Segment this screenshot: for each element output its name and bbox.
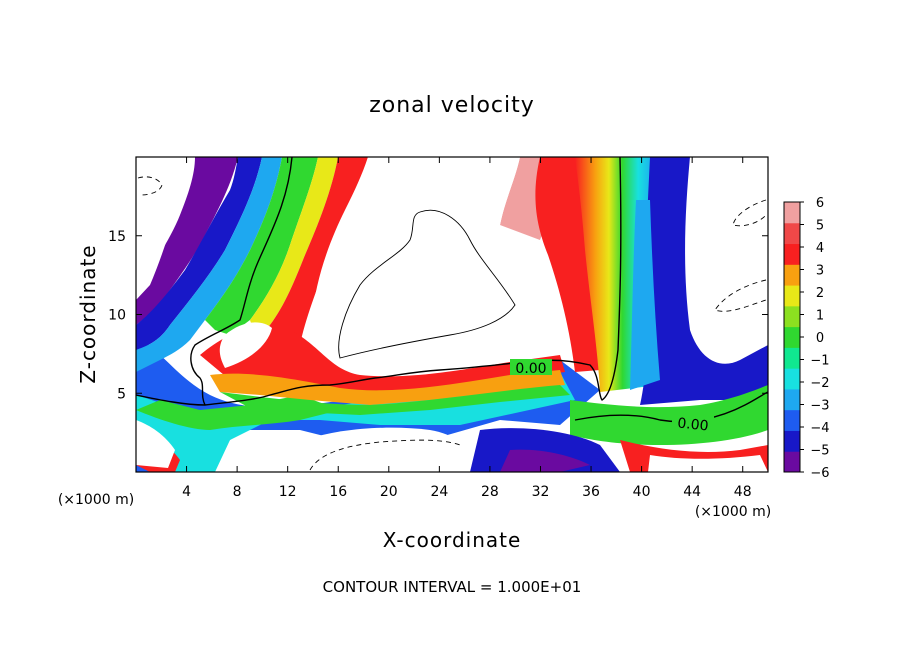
- colorbar-tick-label: −4: [810, 421, 829, 436]
- y-tick-label: 5: [117, 386, 126, 402]
- x-tick-label: 28: [481, 484, 499, 500]
- colorbar-segment: [784, 264, 800, 286]
- contour-label-1: 0.00: [515, 361, 546, 377]
- colorbar-tick-label: −5: [810, 444, 829, 459]
- colorbar-segment: [784, 326, 800, 348]
- contour-interval-note: CONTOUR INTERVAL = 1.000E+01: [323, 578, 582, 596]
- contour-labels: 0.00 0.00: [510, 359, 714, 435]
- colorbar-tick-label: 5: [816, 219, 824, 234]
- y-tick-label: 15: [108, 229, 126, 245]
- x-tick-label: 40: [633, 484, 651, 500]
- colorbar-tick-label: 4: [816, 241, 824, 256]
- colorbar: 6 5 4 3 2 1 0 −1 −2 −3 −4 −5 −6: [783, 196, 830, 481]
- y-tick-label: 10: [108, 308, 126, 324]
- x-axis-ticks: 4 8 12 16 20 24 28 32 36 40 44 48: [182, 157, 752, 500]
- colorbar-segment: [784, 285, 800, 307]
- top-right-white: [689, 157, 768, 352]
- upper-white-region: [312, 157, 548, 363]
- colorbar-segment: [784, 409, 800, 431]
- mid-band-red: [200, 326, 565, 392]
- dashed-contour-right: [714, 279, 767, 312]
- colorbar-tick-label: 2: [816, 286, 824, 301]
- colorbar-segment: [784, 368, 800, 390]
- colorbar-segment: [784, 305, 800, 328]
- left-column-purple: [136, 157, 238, 325]
- left-column-red: [255, 157, 368, 365]
- colorbar-segment: [784, 388, 800, 411]
- colorbar-tick-label: 0: [816, 331, 824, 346]
- left-column-cyan: [136, 157, 282, 372]
- y-axis-ticks: 5 10 15: [108, 229, 768, 402]
- x-tick-label: 48: [734, 484, 752, 500]
- plot-area: [136, 157, 768, 472]
- colorbar-tick-label: 1: [816, 309, 824, 324]
- z-unit-label: (×1000 m): [58, 492, 134, 508]
- lower-right-white: [648, 455, 768, 472]
- colorbar-tick-label: 6: [816, 196, 824, 211]
- dashed-contour-lower: [309, 439, 461, 471]
- x-tick-label: 16: [329, 484, 347, 500]
- chart-title: zonal velocity: [369, 93, 535, 118]
- y-axis-label: Z-coordinate: [76, 244, 100, 383]
- right-column-blue: [640, 157, 768, 405]
- top-left-white: [136, 157, 190, 300]
- x-tick-label: 24: [430, 484, 448, 500]
- x-tick-label: 20: [380, 484, 398, 500]
- colorbar-tick-label: −3: [810, 399, 829, 414]
- colorbar-segment: [784, 222, 800, 245]
- mid-band-green: [220, 385, 570, 415]
- thin-contour-blob: [338, 209, 516, 359]
- lower-white-pocket: [300, 427, 467, 472]
- left-column-blue: [136, 157, 262, 350]
- right-column-cyan: [630, 200, 660, 390]
- mid-band-orange: [210, 370, 565, 405]
- x-tick-label: 12: [279, 484, 297, 500]
- colorbar-segment: [784, 430, 800, 452]
- zero-contour-main: [136, 157, 622, 406]
- colorbar-tick-label: −1: [810, 354, 829, 369]
- colorbar-tick-label: 3: [816, 264, 824, 279]
- x-axis-label: X-coordinate: [383, 528, 522, 552]
- colorbar-tick-label: −2: [810, 376, 829, 391]
- left-white-pocket: [219, 322, 272, 368]
- lower-center-purple: [500, 449, 590, 472]
- colorbar-segment: [784, 451, 800, 473]
- colorbar-segment: [784, 347, 800, 369]
- x-tick-label: 8: [233, 484, 242, 500]
- x-tick-label: 4: [182, 484, 191, 500]
- x-tick-label: 44: [683, 484, 701, 500]
- x-tick-label: 36: [582, 484, 600, 500]
- colorbar-segment: [784, 202, 800, 224]
- lower-left-white: [136, 420, 175, 468]
- lower-right-green: [570, 385, 768, 445]
- zero-contour-left: [190, 157, 293, 406]
- left-column-yellow: [250, 157, 338, 335]
- x-unit-label: (×1000 m): [695, 504, 771, 520]
- left-column-green: [205, 157, 318, 335]
- colorbar-tick-label: −6: [810, 466, 829, 481]
- x-tick-label: 32: [532, 484, 550, 500]
- contour-label-2: 0.00: [677, 415, 710, 434]
- colorbar-segment: [784, 243, 800, 265]
